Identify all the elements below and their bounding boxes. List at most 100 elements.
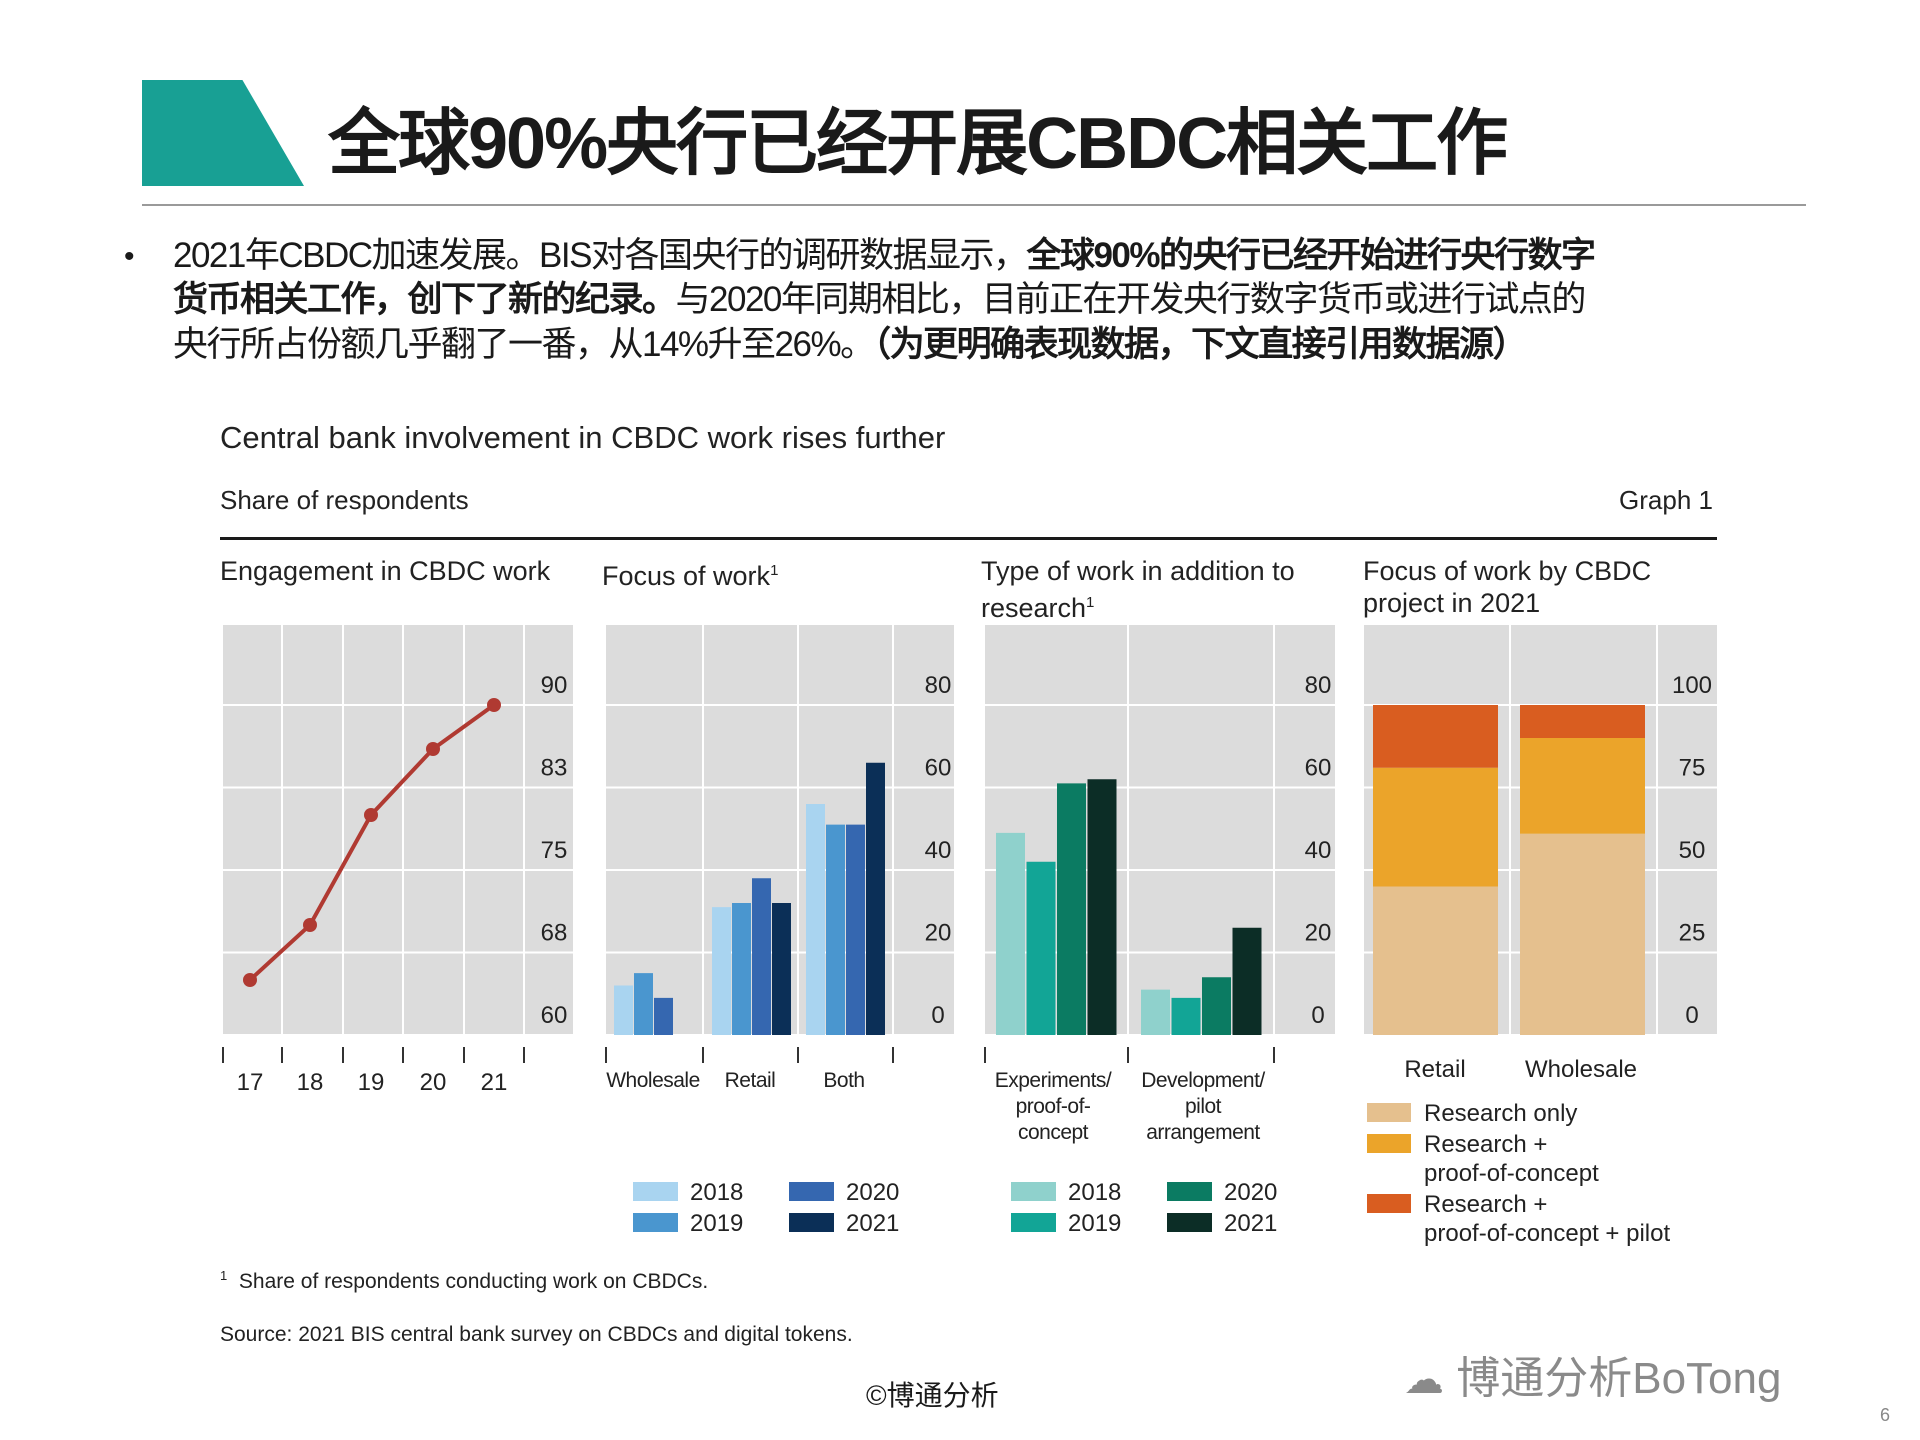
data-point <box>364 808 378 822</box>
x-tick-label: Development/ <box>1141 1069 1265 1092</box>
stacked-bar-segment <box>1520 705 1645 738</box>
legend-swatch <box>1367 1134 1411 1153</box>
y-tick-label: 0 <box>1311 1002 1324 1029</box>
legend-label: Research + <box>1424 1131 1547 1158</box>
bar-2021 <box>866 762 885 1035</box>
graph-number: Graph 1 <box>1619 485 1713 515</box>
legend-label: proof-of-concept <box>1424 1160 1599 1187</box>
legend-swatch <box>789 1182 834 1201</box>
y-tick-label: 75 <box>1679 755 1706 782</box>
y-tick-label: 0 <box>1685 1002 1698 1029</box>
legend-swatch <box>633 1213 678 1232</box>
stacked-bar-segment <box>1373 886 1498 1035</box>
title-divider <box>142 204 1806 206</box>
x-tick-label: Wholesale <box>606 1069 700 1092</box>
legend-swatch <box>633 1182 678 1201</box>
bullet-text: 2021年CBDC加速发展。BIS对各国央行的调研数据显示， <box>173 236 1028 275</box>
y-tick-label: 60 <box>1305 755 1332 782</box>
y-tick-label: 60 <box>541 1002 568 1029</box>
data-point <box>243 973 257 987</box>
footnote-ref: 1 <box>1086 594 1095 611</box>
x-tick-label: pilot <box>1185 1095 1222 1118</box>
bullet-bold-text: 全球90%的央行已经开始进行央行数字 <box>1026 236 1596 275</box>
bar-2021 <box>1087 779 1117 1035</box>
panel-title-focus: Focus of work1 <box>602 555 962 592</box>
bar-2019 <box>1026 861 1056 1035</box>
x-tick-label: Experiments/ <box>995 1069 1112 1092</box>
bullet-bold-text: 货币相关工作，创下了新的纪录。 <box>173 280 677 319</box>
panel-title-text: Type of work in addition to <box>981 556 1295 586</box>
bar-2020 <box>752 878 771 1035</box>
data-point <box>303 918 317 932</box>
legend-label: 2019 <box>690 1210 743 1237</box>
y-tick-label: 20 <box>1305 920 1332 947</box>
legend-label: Research + <box>1424 1191 1547 1218</box>
y-tick-label: 40 <box>925 837 952 864</box>
x-tick-label: Wholesale <box>1525 1056 1637 1083</box>
legend-label: 2020 <box>846 1179 899 1206</box>
bullet-text: 央行所占份额几乎翻了一番，从14%升至26%。 <box>173 325 875 364</box>
x-tick-label: 17 <box>237 1069 264 1096</box>
y-tick-label: 68 <box>541 920 568 947</box>
wechat-icon: ☁ <box>1404 1358 1444 1402</box>
legend-label: 2021 <box>1224 1210 1277 1237</box>
bar-2018 <box>1141 989 1170 1035</box>
stacked-bar-segment <box>1373 705 1498 768</box>
page-title: 全球90%央行已经开展CBDC相关工作 <box>328 104 1508 184</box>
bullet-bold-text: （为更明确表现数据，下文直接引用数据源） <box>873 325 1528 364</box>
y-tick-label: 75 <box>541 837 568 864</box>
legend-swatch <box>1167 1213 1212 1232</box>
bar-2021 <box>1232 927 1262 1035</box>
legend-label: 2020 <box>1224 1179 1277 1206</box>
bar-2020 <box>1057 783 1086 1035</box>
x-tick-label: Retail <box>1404 1056 1465 1083</box>
footnote: 1 Share of respondents conducting work o… <box>220 1268 708 1294</box>
footnote-ref: 1 <box>770 562 779 579</box>
x-tick-label: proof-of- <box>1016 1095 1091 1118</box>
source-note: Source: 2021 BIS central bank survey on … <box>220 1323 853 1346</box>
data-point <box>487 698 501 712</box>
bar-2020 <box>654 997 673 1035</box>
panel-title-text: Focus of work by CBDC <box>1363 556 1652 586</box>
y-tick-label: 100 <box>1672 672 1712 699</box>
bar-2019 <box>1171 997 1201 1035</box>
x-tick-label: concept <box>1018 1121 1089 1144</box>
y-tick-label: 83 <box>541 755 568 782</box>
legend-label: 2018 <box>1068 1179 1121 1206</box>
y-tick-label: 20 <box>925 920 952 947</box>
bullet-line-1: 2021年CBDC加速发展。BIS对各国央行的调研数据显示，全球90%的央行已经… <box>173 234 1596 278</box>
bar-2018 <box>614 985 633 1035</box>
page-number: 6 <box>1880 1405 1891 1425</box>
stacked-bar-segment <box>1520 833 1645 1035</box>
bullet-line-3: 央行所占份额几乎翻了一番，从14%升至26%。（为更明确表现数据，下文直接引用数… <box>173 323 1528 367</box>
bar-2019 <box>634 973 653 1035</box>
footnote-mark: 1 <box>220 1268 228 1283</box>
y-tick-label: 40 <box>1305 837 1332 864</box>
y-tick-label: 50 <box>1679 837 1706 864</box>
brand-text: 博通分析BoTong <box>1456 1354 1782 1403</box>
x-tick-label: 19 <box>358 1069 385 1096</box>
bar-2020 <box>846 824 865 1035</box>
plot-background <box>223 625 573 1035</box>
y-tick-label: 90 <box>541 672 568 699</box>
panel-title-text: project in 2021 <box>1363 588 1541 618</box>
bar-2021 <box>772 903 791 1035</box>
bullet-text: 与2020年同期相比，目前正在开发央行数字货币或进行试点的 <box>675 280 1587 319</box>
x-tick-label: Both <box>823 1069 864 1092</box>
stacked-bar-segment <box>1520 738 1645 834</box>
panel-title-engagement: Engagement in CBDC work <box>220 556 551 586</box>
legend-label: proof-of-concept + pilot <box>1424 1220 1670 1247</box>
legend-label: 2021 <box>846 1210 899 1237</box>
brand-watermark: ☁ 博通分析BoTong <box>1404 1342 1781 1406</box>
bar-2018 <box>806 804 825 1035</box>
panel-title-text: research <box>981 593 1087 623</box>
legend-swatch <box>1011 1213 1056 1232</box>
x-tick-label: Retail <box>725 1069 776 1092</box>
x-tick-label: 21 <box>481 1069 508 1096</box>
y-tick-label: 25 <box>1679 920 1706 947</box>
footnote-text: Share of respondents conducting work on … <box>238 1270 709 1293</box>
bar-2019 <box>826 824 845 1035</box>
data-point <box>426 742 440 756</box>
bullet-line-2: 货币相关工作，创下了新的纪录。与2020年同期相比，目前正在开发央行数字货币或进… <box>173 278 1587 322</box>
